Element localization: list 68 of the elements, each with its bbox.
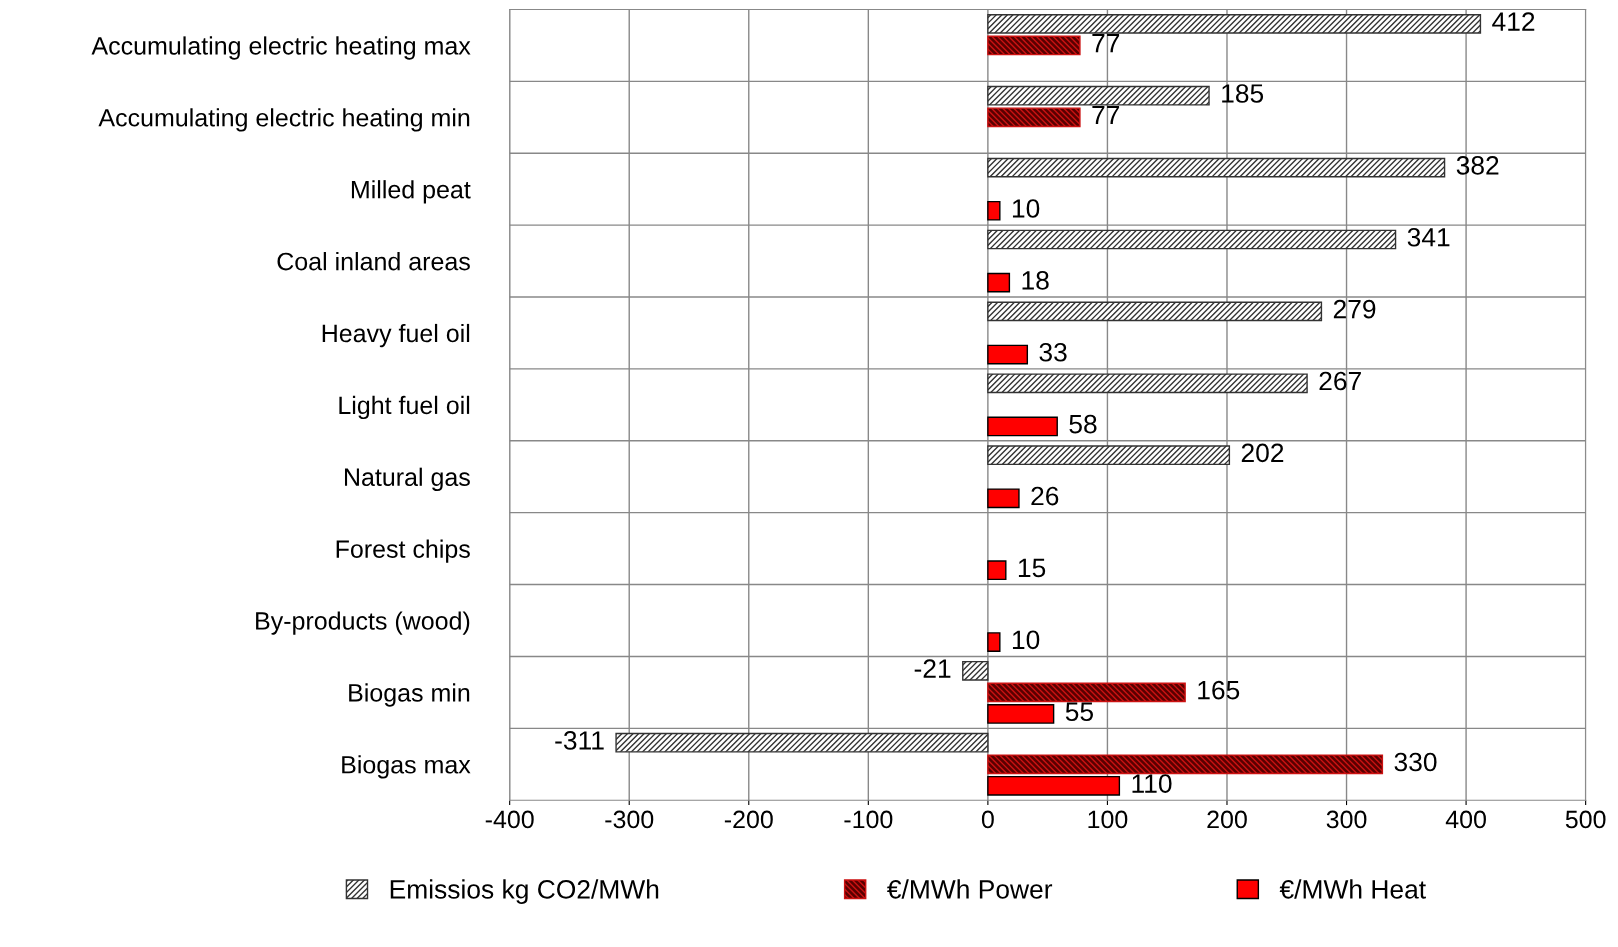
bar	[987, 488, 1020, 509]
data-label: 279	[1333, 299, 1376, 319]
y-tick-label: Accumulating electric heating max	[91, 36, 471, 60]
data-label: 110	[1132, 774, 1172, 793]
data-label: 58	[1069, 414, 1097, 434]
legend-label: €/MWh Power	[887, 879, 1053, 899]
data-label: 412	[1492, 12, 1535, 31]
data-label: 382	[1456, 156, 1499, 175]
data-label: 330	[1394, 752, 1437, 772]
y-tick-label: Light fuel oil	[339, 395, 470, 420]
data-label: 15	[1018, 558, 1046, 578]
bar	[615, 732, 989, 753]
data-label: 33	[1039, 342, 1067, 362]
data-label: 26	[1031, 486, 1059, 506]
bar	[987, 445, 1231, 466]
x-tick-label: -100	[844, 810, 893, 829]
data-label: -21	[914, 659, 951, 678]
data-label: -311	[555, 731, 604, 750]
data-label: 341	[1407, 227, 1450, 247]
bar	[987, 85, 1210, 106]
bar	[987, 157, 1446, 178]
x-tick-label: 200	[1207, 810, 1247, 829]
bar	[987, 301, 1323, 322]
y-tick-label: Forest chips	[336, 539, 470, 563]
bar	[987, 704, 1055, 724]
bar	[987, 200, 1001, 221]
x-tick-label: 400	[1445, 810, 1486, 829]
data-label: 10	[1012, 199, 1040, 218]
data-label: 77	[1092, 34, 1120, 53]
bar	[987, 13, 1482, 34]
y-tick-label: By-products (wood)	[256, 611, 470, 635]
bar	[987, 35, 1081, 56]
data-label: 10	[1012, 630, 1040, 650]
bar	[987, 560, 1007, 581]
x-tick-label: 500	[1565, 810, 1606, 829]
bar	[987, 373, 1308, 394]
data-label: 185	[1222, 84, 1264, 103]
data-label: 202	[1241, 443, 1284, 463]
bar	[987, 775, 1121, 796]
bar	[987, 416, 1058, 437]
data-label: 55	[1065, 702, 1093, 722]
bar	[987, 272, 1011, 293]
bar	[987, 682, 1186, 703]
x-tick-label: -400	[485, 810, 534, 829]
y-tick-label: Accumulating electric heating min	[98, 108, 470, 132]
legend-label: €/MWh Heat	[1279, 879, 1426, 899]
y-tick-label: Biogas min	[349, 683, 470, 707]
x-tick-label: 0	[981, 810, 994, 829]
data-label: 165	[1198, 680, 1240, 700]
bar	[987, 344, 1029, 365]
y-tick-label: Milled peat	[351, 180, 471, 204]
x-tick-label: -300	[605, 810, 654, 829]
data-label: 77	[1092, 105, 1120, 125]
x-tick-label: 300	[1326, 810, 1367, 829]
y-tick-label: Biogas max	[342, 755, 471, 779]
x-tick-label: -200	[724, 810, 773, 829]
bar	[987, 229, 1397, 250]
legend-label: Emissios kg CO2/MWh	[390, 879, 659, 904]
bar	[962, 660, 989, 681]
y-tick-label: Heavy fuel oil	[322, 323, 470, 348]
y-tick-label: Coal inland areas	[277, 252, 470, 271]
y-tick-label: Natural gas	[345, 467, 470, 491]
bar	[987, 107, 1081, 128]
x-tick-label: 100	[1088, 810, 1128, 829]
data-label: 18	[1022, 271, 1049, 290]
data-label: 267	[1319, 371, 1361, 391]
bar	[987, 754, 1384, 775]
bar	[987, 632, 1001, 652]
